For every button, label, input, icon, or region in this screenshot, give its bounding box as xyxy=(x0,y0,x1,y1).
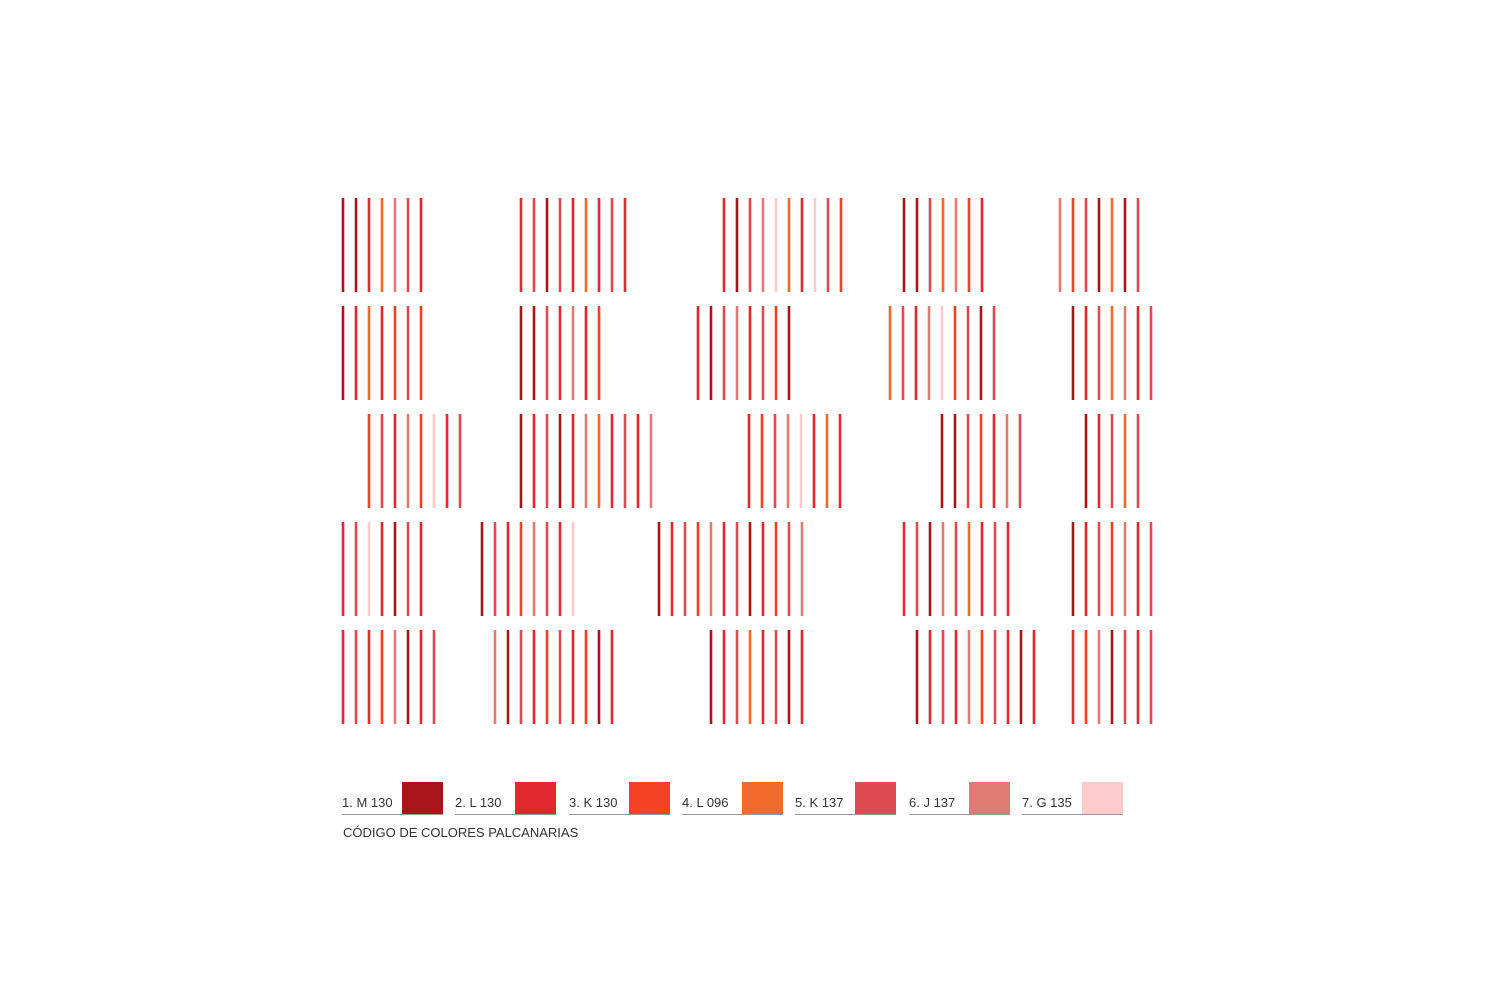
legend-swatch xyxy=(1082,782,1123,814)
legend-label: 6. J 137 xyxy=(909,795,955,810)
legend-label: 2. L 130 xyxy=(455,795,502,810)
legend-label: 4. L 096 xyxy=(682,795,729,810)
legend-swatch xyxy=(855,782,896,814)
legend-swatch xyxy=(515,782,556,814)
legend-swatch xyxy=(742,782,783,814)
legend-swatch xyxy=(969,782,1010,814)
legend-swatch xyxy=(402,782,443,814)
legend-label: 7. G 135 xyxy=(1022,795,1072,810)
legend-label: 3. K 130 xyxy=(569,795,617,810)
legend-label: 1. M 130 xyxy=(342,795,393,810)
legend-swatch xyxy=(629,782,670,814)
legend-label: 5. K 137 xyxy=(795,795,843,810)
caption: CÓDIGO DE COLORES PALCANARIAS xyxy=(343,825,579,840)
